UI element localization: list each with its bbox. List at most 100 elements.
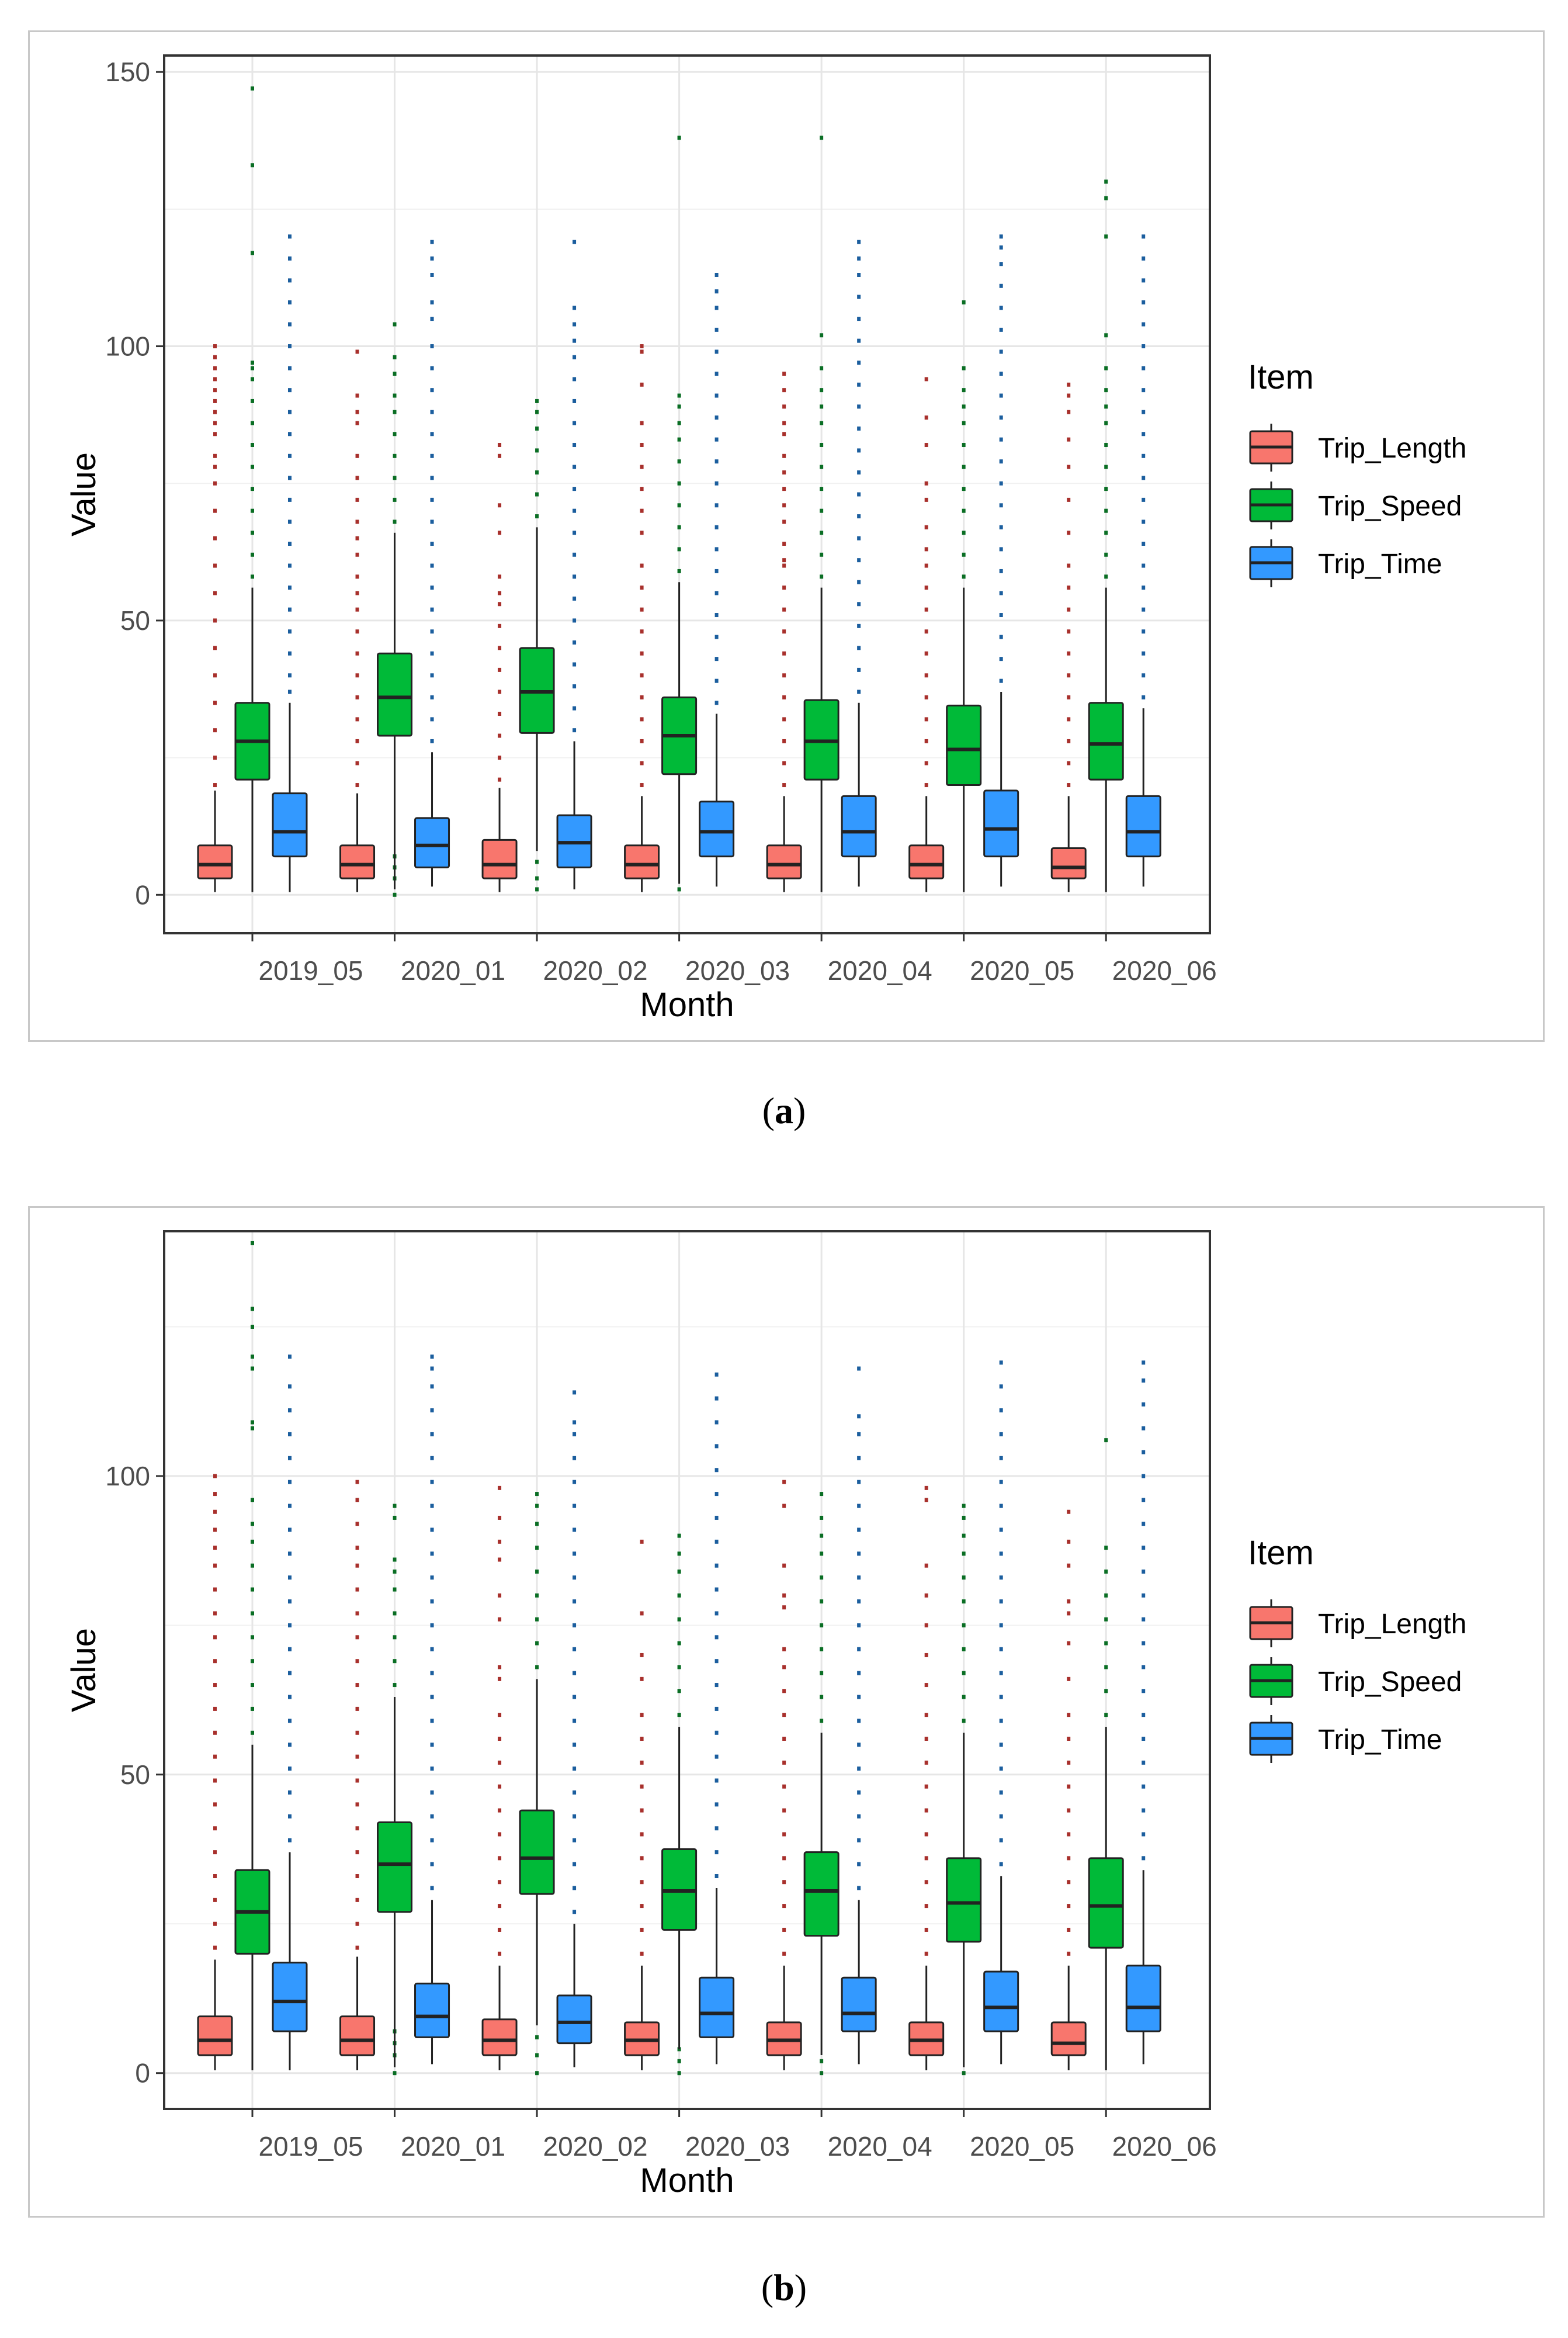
outlier-point [820,1695,824,1699]
outlier-point [820,552,824,557]
box-trip_time-2020_04 [841,1366,877,2065]
box-trip_time-2020_03 [699,1372,735,2065]
outlier-point [640,695,644,699]
outlier-point [924,1927,928,1932]
outlier-point [714,289,719,294]
outlier-point [1142,322,1146,327]
outlier-point [714,437,719,442]
x-axis-title: Month [640,2162,734,2200]
outlier-point [1067,1951,1071,1956]
outlier-point [1104,1641,1108,1646]
outlier-point [962,1599,966,1603]
outlier-point [430,1408,434,1413]
outlier-point [1104,1713,1108,1717]
outlier-point [213,1778,217,1783]
y-tick-label: 50 [120,1759,150,1790]
outlier-point [498,1593,502,1598]
outlier-point [287,1480,292,1484]
outlier-point [640,1611,644,1616]
outlier-point [714,1444,719,1449]
outlier-point [573,306,577,310]
outlier-point [573,421,577,425]
outlier-point [677,1689,681,1693]
outlier-point [430,1355,434,1359]
outlier-point [820,421,824,425]
outlier-point [287,366,292,370]
outlier-point [714,1515,719,1520]
x-tick-label: 2020_02 [543,2131,648,2162]
box-body [946,1857,982,1943]
outlier-point [1142,410,1146,414]
outlier-point [213,646,217,650]
outlier-point [857,448,861,453]
outlier-point [857,470,861,474]
outlier-point [714,273,719,277]
outlier-point [782,695,786,699]
box-body [1050,847,1087,879]
outlier-point [1104,388,1108,393]
outlier-point [573,1551,577,1556]
outlier-point [857,240,861,244]
outlier-point [820,366,824,370]
outlier-point [857,1528,861,1532]
outlier-point [535,426,539,431]
outlier-point [573,1420,577,1425]
outlier-point [430,1432,434,1436]
x-tick-label: 2020_06 [1112,2131,1217,2162]
outlier-point [287,1456,292,1460]
outlier-point [782,1593,786,1598]
box-body [197,2015,233,2056]
box-body [699,1976,735,2038]
outlier-point [430,1767,434,1771]
outlier-point [782,651,786,656]
outlier-point [393,393,397,398]
outlier-point [430,344,434,349]
outlier-point [857,1838,861,1842]
outlier-point [1067,1677,1071,1681]
outlier-point [714,1587,719,1592]
outlier-point [999,1599,1003,1603]
outlier-point [250,366,254,370]
box-body [699,801,735,858]
outlier-point [924,717,928,722]
outlier-point [999,657,1003,661]
outlier-point [782,1737,786,1741]
outlier-point [1142,1689,1146,1693]
outlier-point [250,552,254,557]
outlier-point [535,399,539,403]
outlier-point [355,349,359,354]
outlier-point [430,1814,434,1819]
outlier-point [714,1683,719,1688]
outlier-point [498,602,502,607]
outlier-point [535,2035,539,2039]
outlier-point [924,761,928,766]
outlier-point [1104,508,1108,513]
box-trip_length-2020_04 [766,1480,802,2070]
box-body [1050,2021,1087,2056]
box-trip_length-2020_06 [1050,382,1087,892]
outlier-point [430,317,434,321]
outlier-point [640,563,644,568]
outlier-point [355,1730,359,1735]
outlier-point [573,574,577,579]
outlier-point [213,563,217,568]
outlier-point [430,586,434,590]
outlier-point [924,629,928,634]
outlier-point [287,1384,292,1389]
outlier-point [857,1414,861,1419]
outlier-point [962,1515,966,1520]
box-body [339,844,376,879]
outlier-point [213,1563,217,1568]
outlier-point [355,783,359,788]
outlier-point [677,1593,681,1598]
outlier-point [287,1551,292,1556]
outlier-point [857,1504,861,1508]
outlier-point [924,1498,928,1502]
outlier-point [999,1360,1003,1365]
outlier-point [355,519,359,524]
outlier-point [287,1743,292,1747]
outlier-point [430,1886,434,1890]
box-trip_length-2020_02 [481,443,518,892]
outlier-point [714,1420,719,1425]
outlier-point [1142,256,1146,261]
